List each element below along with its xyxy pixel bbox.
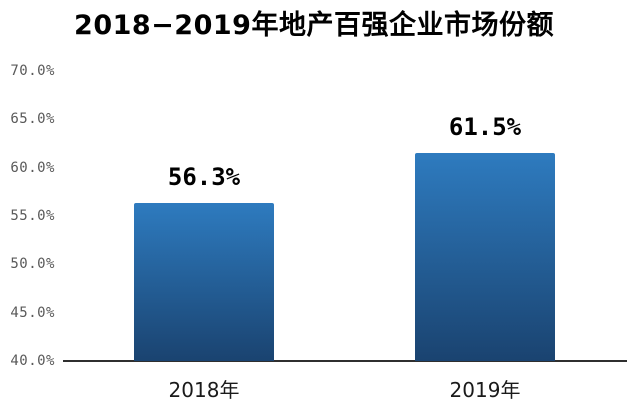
bar-2019 <box>415 153 555 361</box>
x-axis-label-2018: 2018年 <box>168 378 240 402</box>
chart-title: 2018−2019年地产百强企业市场份额 <box>74 10 554 41</box>
bar-2018 <box>134 203 274 361</box>
data-label-2018: 56.3% <box>167 163 241 191</box>
y-tick-label-70: 70.0% <box>10 63 55 79</box>
y-tick-label-60: 60.0% <box>10 160 55 176</box>
x-axis-label-2019: 2019年 <box>449 378 521 402</box>
y-tick-label-55: 55.0% <box>10 208 55 224</box>
y-tick-label-65: 65.0% <box>10 111 55 127</box>
y-tick-label-40: 40.0% <box>10 353 55 369</box>
data-label-2019: 61.5% <box>448 113 522 141</box>
x-axis-line <box>63 360 627 362</box>
y-tick-label-50: 50.0% <box>10 256 55 272</box>
y-tick-label-45: 45.0% <box>10 305 55 321</box>
